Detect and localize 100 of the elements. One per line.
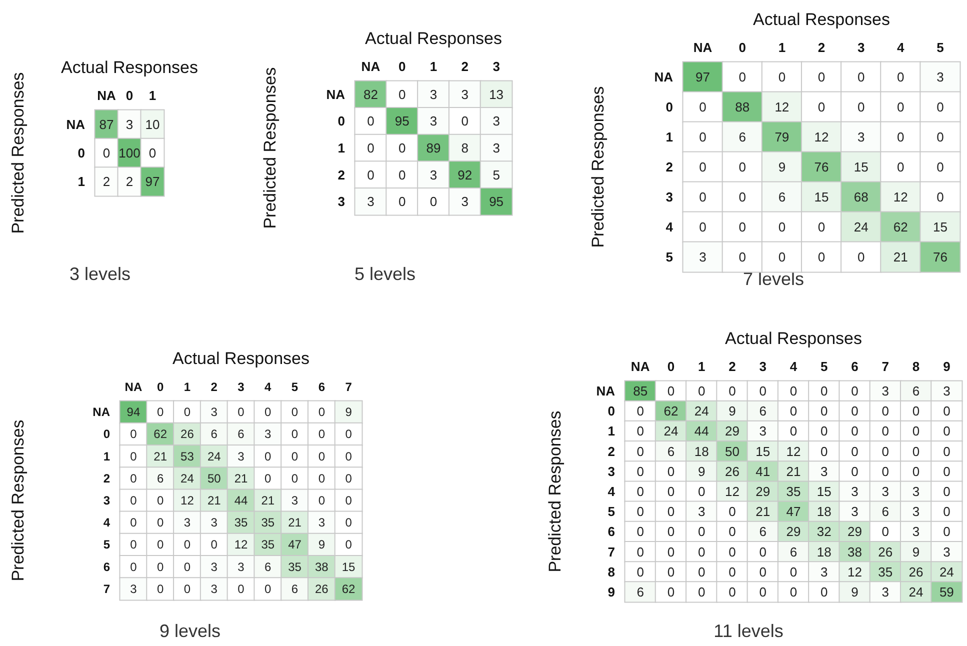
data-label: 76 (814, 160, 829, 174)
y-tick-label: 1 (103, 449, 110, 464)
data-label: 44 (234, 494, 248, 508)
x-tick-label: 4 (264, 380, 272, 394)
data-label: 15 (756, 444, 770, 459)
data-label: 0 (130, 449, 138, 464)
data-label: 0 (264, 582, 272, 596)
x-axis-title: Actual Responses (752, 10, 890, 29)
data-label: 0 (318, 494, 326, 508)
text: 3 levels (69, 264, 131, 284)
data-label: 0 (882, 424, 890, 439)
data-label: 97 (696, 70, 710, 84)
data-label: 0 (759, 584, 766, 600)
data-label: 35 (288, 560, 302, 574)
data-label: 100 (118, 146, 140, 160)
data-label: 18 (816, 544, 832, 560)
data-label: 0 (156, 405, 164, 420)
data-label: 0 (184, 538, 191, 552)
data-label: 2 (126, 174, 134, 190)
x-tick-label: 5 (936, 40, 944, 55)
data-label: 44 (694, 424, 709, 439)
y-tick-label: 3 (608, 464, 615, 479)
y-tick-label: 3 (103, 494, 110, 508)
data-label: 0 (156, 560, 164, 574)
data-label: 13 (489, 86, 504, 102)
data-label: 0 (184, 560, 191, 574)
data-label: 3 (759, 424, 766, 439)
x-axis-title: Actual Responses (364, 29, 502, 48)
data-label: 3 (238, 560, 245, 574)
data-label: 18 (694, 444, 709, 459)
data-label: 35 (786, 484, 801, 499)
data-label: 82 (363, 86, 378, 102)
data-label: 6 (790, 544, 798, 560)
data-label: 97 (145, 174, 160, 190)
data-label: 3 (210, 405, 218, 420)
data-label: 62 (342, 582, 356, 596)
data-label: 0 (790, 404, 798, 419)
data-label: 0 (851, 444, 858, 459)
data-label: 47 (288, 538, 302, 552)
data-label: 50 (724, 444, 740, 459)
data-label: 0 (728, 544, 736, 560)
data-label: 3 (882, 584, 890, 600)
data-label: 21 (234, 471, 248, 486)
data-label: 0 (184, 405, 191, 420)
data-label: 6 (882, 504, 890, 520)
x-tick-label: NA (630, 359, 650, 374)
data-label: 6 (291, 582, 298, 596)
data-label: 0 (698, 524, 706, 540)
data-label: 0 (936, 130, 944, 144)
data-label: 0 (238, 582, 245, 596)
data-label: 0 (936, 160, 944, 174)
data-label: 3 (318, 516, 326, 530)
data-label: 3 (699, 250, 706, 264)
data-label: 0 (291, 427, 298, 442)
y-tick-label: 3 (338, 194, 345, 210)
data-label: 15 (816, 484, 832, 499)
data-label: 0 (820, 444, 828, 459)
data-label: 24 (207, 449, 222, 464)
data-label: 0 (818, 250, 826, 264)
data-label: 0 (367, 140, 374, 156)
data-label: 35 (261, 538, 275, 552)
data-label: 35 (878, 564, 893, 580)
data-label: 0 (148, 146, 156, 160)
data-label: 0 (291, 405, 298, 420)
data-label: 0 (699, 190, 706, 204)
data-label: 0 (857, 250, 865, 264)
y-tick-label: 5 (103, 538, 110, 552)
x-tick-label: 6 (318, 380, 326, 394)
x-tick-label: 5 (820, 359, 828, 374)
x-tick-label: 4 (897, 40, 906, 55)
data-label: 85 (633, 384, 648, 399)
x-tick-label: 2 (461, 59, 469, 74)
data-label: 21 (893, 250, 908, 264)
data-label: 3 (698, 504, 706, 520)
data-label: 0 (943, 444, 950, 459)
data-label: 3 (130, 582, 138, 596)
data-label: 3 (126, 116, 134, 132)
data-label: 9 (851, 584, 858, 600)
y-tick-label: 7 (608, 544, 615, 560)
data-label: 0 (636, 444, 644, 459)
data-label: 0 (936, 100, 944, 114)
data-label: 15 (342, 560, 356, 574)
data-label: 6 (738, 130, 746, 144)
text: 5 levels (354, 264, 416, 284)
y-axis-title: Predicted Responses (260, 67, 280, 229)
x-axis-title: Actual Responses (172, 349, 310, 368)
data-label: 15 (854, 160, 868, 174)
x-tick-label: 4 (790, 359, 798, 374)
y-axis-title: Predicted Responses (8, 72, 28, 234)
data-label: 3 (461, 194, 469, 210)
x-tick-label: 3 (759, 359, 766, 374)
data-label: 0 (943, 424, 950, 439)
data-label: 0 (738, 190, 746, 204)
x-axis-title: Actual Responses (724, 329, 862, 348)
data-label: 3 (492, 114, 500, 129)
y-tick-label: 1 (78, 174, 85, 190)
y-tick-label: 0 (103, 427, 110, 442)
y-tick-label: 2 (103, 471, 110, 486)
y-tick-label: 4 (666, 220, 674, 234)
data-label: 9 (778, 160, 786, 174)
